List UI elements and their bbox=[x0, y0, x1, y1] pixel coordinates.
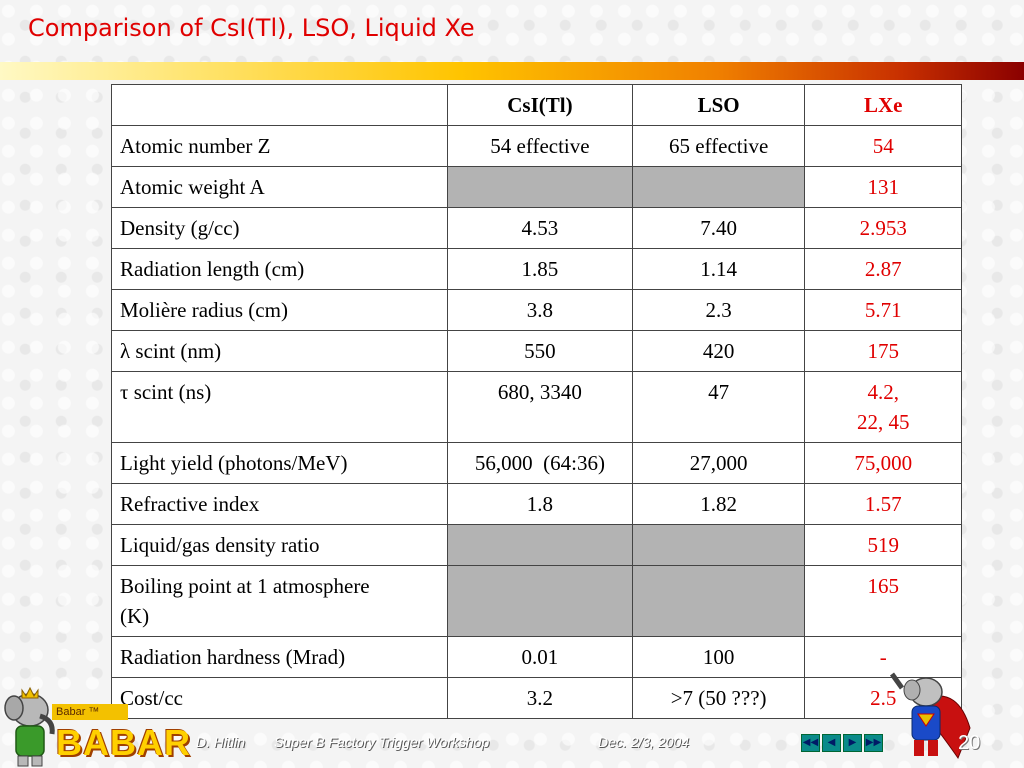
table-row: Atomic number Z 54 effective 65 effectiv… bbox=[110, 125, 962, 167]
row-label-line1: Boiling point at 1 atmosphere bbox=[120, 574, 370, 598]
row-label: Light yield (photons/MeV) bbox=[110, 442, 449, 484]
lxe-value: 131 bbox=[804, 166, 962, 208]
lxe-value: 165 bbox=[804, 565, 962, 637]
row-label: Cost/cc bbox=[110, 677, 449, 719]
header-lxe: LXe bbox=[804, 84, 962, 126]
lso-value: 420 bbox=[631, 330, 806, 372]
table-row: Boiling point at 1 atmosphere (K) 165 bbox=[110, 565, 962, 637]
csi-value: 0.01 bbox=[447, 636, 633, 678]
title-underline-bar bbox=[0, 62, 1024, 80]
csi-value: 4.53 bbox=[447, 207, 633, 249]
page-number: 20 bbox=[958, 732, 981, 754]
lso-value: 65 effective bbox=[631, 125, 806, 167]
csi-value: 680, 3340 bbox=[447, 371, 633, 443]
row-label: Molière radius (cm) bbox=[110, 289, 449, 331]
csi-value: 56,000 (64:36) bbox=[447, 442, 633, 484]
babar-logo: BABAR bbox=[56, 722, 191, 763]
superman-elephant-icon bbox=[889, 672, 971, 760]
table-row: τ scint (ns) 680, 3340 47 4.2, 22, 45 bbox=[110, 371, 962, 443]
lxe-value: 5.71 bbox=[804, 289, 962, 331]
lso-value: >7 (50 ???) bbox=[631, 677, 806, 719]
slide-navigation: ◀◀ ◀ ▶ ▶▶ bbox=[801, 734, 883, 752]
lxe-value-line2: 22, 45 bbox=[856, 410, 910, 434]
lxe-value-line1: 4.2, bbox=[867, 380, 899, 404]
csi-value-empty bbox=[447, 565, 633, 637]
csi-value: 550 bbox=[447, 330, 633, 372]
slide-title: Comparison of CsI(Tl), LSO, Liquid Xe bbox=[28, 14, 475, 42]
comparison-table: CsI(Tl) LSO LXe Atomic number Z 54 effec… bbox=[110, 84, 962, 719]
row-label: Refractive index bbox=[110, 483, 449, 525]
header-lso: LSO bbox=[631, 84, 806, 126]
row-label: Radiation hardness (Mrad) bbox=[110, 636, 449, 678]
table-row: Radiation hardness (Mrad) 0.01 100 - bbox=[110, 636, 962, 678]
csi-value: 3.8 bbox=[447, 289, 633, 331]
lso-value: 1.82 bbox=[631, 483, 806, 525]
next-slide-icon[interactable]: ▶ bbox=[843, 734, 862, 752]
row-label: λ scint (nm) bbox=[110, 330, 449, 372]
lso-value: 7.40 bbox=[631, 207, 806, 249]
lso-value: 1.14 bbox=[631, 248, 806, 290]
header-csi: CsI(Tl) bbox=[447, 84, 633, 126]
lxe-value: 175 bbox=[804, 330, 962, 372]
row-label-line2: (K) bbox=[120, 604, 150, 628]
table-row: λ scint (nm) 550 420 175 bbox=[110, 330, 962, 372]
table-row: Radiation length (cm) 1.85 1.14 2.87 bbox=[110, 248, 962, 290]
csi-value-empty bbox=[447, 166, 633, 208]
row-label: Density (g/cc) bbox=[110, 207, 449, 249]
first-slide-icon[interactable]: ◀◀ bbox=[801, 734, 820, 752]
table-row: Light yield (photons/MeV) 56,000 (64:36)… bbox=[110, 442, 962, 484]
csi-value: 1.8 bbox=[447, 483, 633, 525]
previous-slide-icon[interactable]: ◀ bbox=[822, 734, 841, 752]
lso-value: 2.3 bbox=[631, 289, 806, 331]
row-label: Atomic weight A bbox=[110, 166, 449, 208]
row-label: Radiation length (cm) bbox=[110, 248, 449, 290]
lxe-value: - bbox=[804, 636, 962, 678]
csi-value: 1.85 bbox=[447, 248, 633, 290]
table-row: Molière radius (cm) 3.8 2.3 5.71 bbox=[110, 289, 962, 331]
footer-author: D. Hitlin bbox=[196, 734, 246, 750]
table-row: Refractive index 1.8 1.82 1.57 bbox=[110, 483, 962, 525]
csi-value: 54 effective bbox=[447, 125, 633, 167]
row-label: Boiling point at 1 atmosphere (K) bbox=[110, 565, 449, 637]
lso-value-empty bbox=[631, 166, 806, 208]
babar-elephant-icon bbox=[4, 686, 55, 767]
lso-value: 47 bbox=[631, 371, 806, 443]
row-label: Liquid/gas density ratio bbox=[110, 524, 449, 566]
table-row: Atomic weight A 131 bbox=[110, 166, 962, 208]
table-row: Liquid/gas density ratio 519 bbox=[110, 524, 962, 566]
lxe-value: 519 bbox=[804, 524, 962, 566]
csi-value-empty bbox=[447, 524, 633, 566]
lxe-value: 2.953 bbox=[804, 207, 962, 249]
row-label: τ scint (ns) bbox=[110, 371, 449, 443]
table-row: Density (g/cc) 4.53 7.40 2.953 bbox=[110, 207, 962, 249]
header-empty bbox=[110, 84, 449, 126]
csi-value: 3.2 bbox=[447, 677, 633, 719]
footer-date: Dec. 2/3, 2004 bbox=[598, 734, 690, 750]
lxe-value: 54 bbox=[804, 125, 962, 167]
footer-event: Super B Factory Trigger Workshop bbox=[274, 734, 490, 750]
table-header-row: CsI(Tl) LSO LXe bbox=[110, 84, 962, 126]
babar-tm-label: Babar ™ bbox=[52, 704, 128, 720]
lxe-value: 1.57 bbox=[804, 483, 962, 525]
table-row: Cost/cc 3.2 >7 (50 ???) 2.5 bbox=[110, 677, 962, 719]
lso-value: 100 bbox=[631, 636, 806, 678]
lso-value-empty bbox=[631, 565, 806, 637]
last-slide-icon[interactable]: ▶▶ bbox=[864, 734, 883, 752]
lxe-value: 75,000 bbox=[804, 442, 962, 484]
lso-value-empty bbox=[631, 524, 806, 566]
lso-value: 27,000 bbox=[631, 442, 806, 484]
lxe-value: 2.87 bbox=[804, 248, 962, 290]
row-label: Atomic number Z bbox=[110, 125, 449, 167]
lxe-value: 4.2, 22, 45 bbox=[804, 371, 962, 443]
